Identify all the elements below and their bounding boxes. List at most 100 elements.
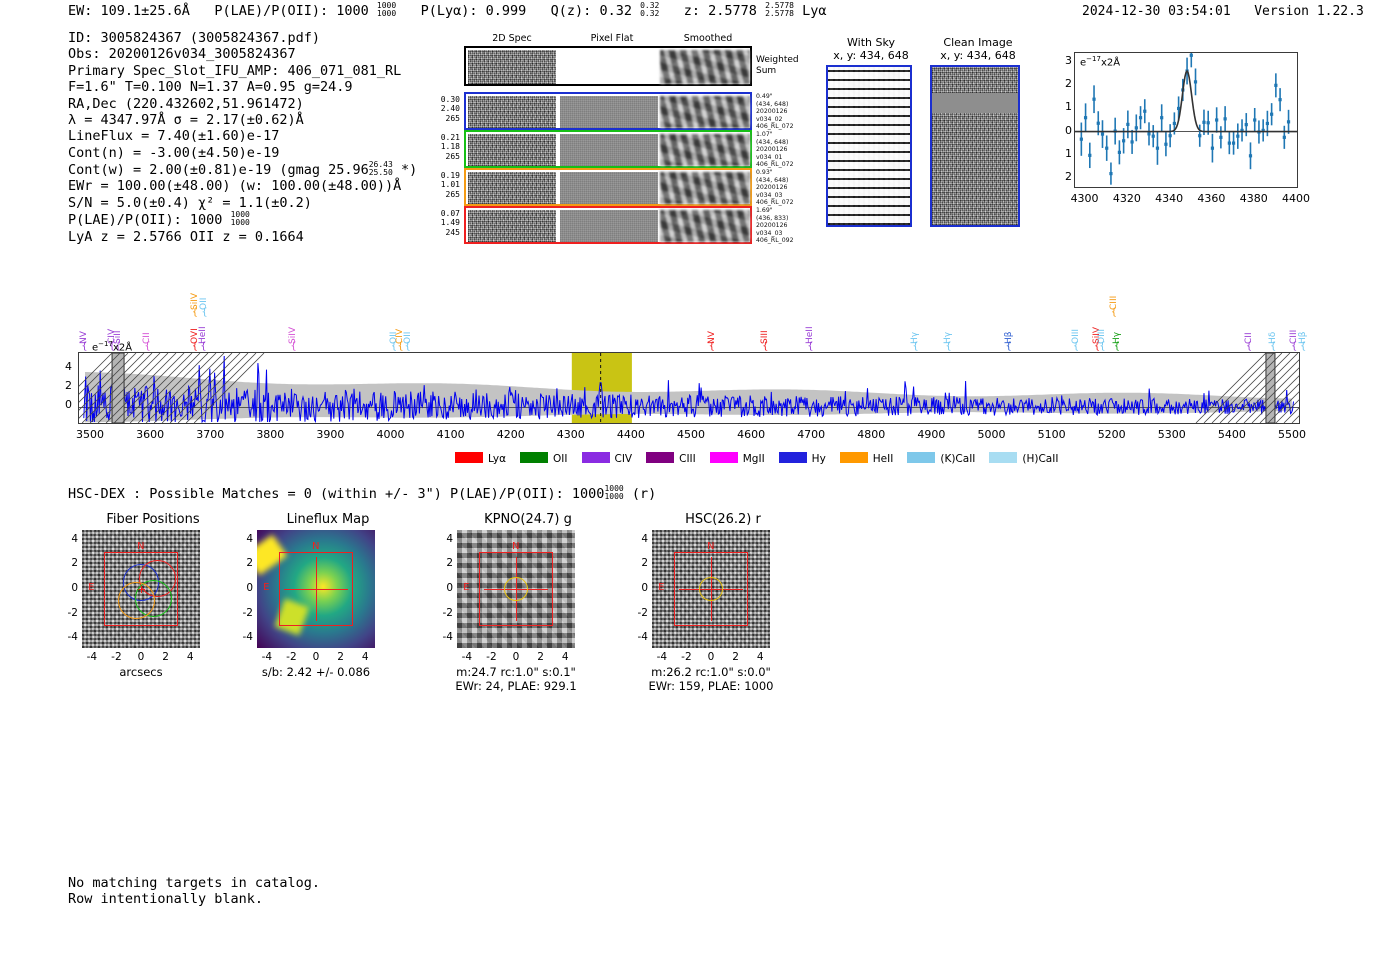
legend-item: Lyα bbox=[455, 452, 506, 465]
title-pixel-flat: Pixel Flat bbox=[590, 33, 634, 44]
legend-swatch bbox=[778, 452, 807, 463]
spectrum-xtick: 4100 bbox=[436, 428, 465, 441]
emission-line-bracket: { bbox=[404, 341, 411, 352]
spec2d-row-frame bbox=[464, 168, 752, 206]
info-obs: Obs: 20200126v034_3005824367 bbox=[68, 46, 296, 63]
line-profile-xtick: 4360 bbox=[1197, 192, 1226, 205]
emission-line-label: NV bbox=[706, 331, 717, 344]
legend-label: OII bbox=[553, 453, 568, 465]
header-qz-range: 0.32 0.32 bbox=[640, 1, 660, 18]
weighted-sum-2dspec bbox=[468, 50, 556, 84]
line-profile-svg bbox=[1075, 53, 1297, 185]
emission-line-bracket: { bbox=[945, 341, 952, 352]
with-sky-sub: x, y: 434, 648 bbox=[833, 49, 909, 62]
spec2d-row-frame bbox=[464, 206, 752, 244]
with-sky-title: With Sky bbox=[847, 36, 895, 49]
info-cont-w: Cont(w) = 2.00(±0.81)e-19 (gmag 25.9626.… bbox=[68, 160, 418, 179]
emission-line-bracket: { bbox=[1110, 307, 1118, 318]
legend-item: CIII bbox=[646, 452, 696, 465]
cutout-xtick: 4 bbox=[361, 651, 369, 663]
cutout-panel: HSC(26.2) r N E -4 -4 -2 -2 0 0 2 2 4 4 m:26.2 rc:1.0… bbox=[630, 512, 805, 732]
spec2d-row-meta: 0.93" (434, 648) 20200126 v034_03 406_RL_072 bbox=[756, 169, 794, 207]
cutout-panel: KPNO(24.7) g N E -4 -4 -2 -2 0 0 2 2 4 4 m:24.7 rc:1.… bbox=[435, 512, 610, 732]
cutout-xtick: 4 bbox=[756, 651, 764, 663]
emission-line-bracket: { bbox=[191, 341, 199, 352]
emission-line-bracket: { bbox=[108, 341, 116, 352]
info-id: ID: 3005824367 (3005824367.pdf) bbox=[68, 30, 320, 46]
spectrum-xtick: 4200 bbox=[496, 428, 525, 441]
spec2d-row-2dspec bbox=[468, 96, 556, 128]
north-label: N bbox=[707, 541, 715, 553]
clean-image-masked-band bbox=[932, 93, 1018, 113]
cutout-title: HSC(26.2) r bbox=[685, 512, 761, 527]
cutout-xtick: 2 bbox=[337, 651, 344, 663]
spectrum-xtick: 4300 bbox=[556, 428, 585, 441]
emission-line-bracket: { bbox=[1300, 341, 1307, 352]
aperture-circle bbox=[698, 576, 724, 602]
cutout-xtick: 4 bbox=[561, 651, 569, 663]
info-redshifts: LyA z = 2.5766 OII z = 0.1664 bbox=[68, 228, 304, 245]
crosshair-gap bbox=[307, 580, 325, 598]
cutout-ytick: 4 bbox=[446, 532, 453, 545]
spec2d-row: 0.19 1.01 265 0.93" (434, 648) 20200126 v034_0… bbox=[441, 168, 804, 207]
legend-swatch bbox=[907, 452, 936, 463]
legend-swatch bbox=[520, 452, 549, 463]
cutout-ytick: 2 bbox=[641, 557, 648, 570]
spec2d-row-2dspec bbox=[468, 172, 556, 204]
footer-line-2: Row intentionally blank. bbox=[68, 891, 264, 908]
east-label: E bbox=[263, 582, 270, 593]
cutout-caption-2: EWr: 24, PLAE: 929.1 bbox=[455, 679, 577, 693]
emission-line-label: HeII bbox=[805, 326, 816, 344]
legend-label: (K)CaII bbox=[940, 453, 976, 465]
clean-image-title: Clean Image bbox=[943, 36, 1013, 49]
line-profile-units: e−17x2Å bbox=[1080, 55, 1121, 69]
cutout-xtick: -4 bbox=[261, 651, 273, 663]
line-profile-ytick: 0 bbox=[1065, 123, 1072, 137]
clean-image-sub: x, y: 434, 648 bbox=[940, 49, 1016, 62]
spec2d-row-pixelflat bbox=[560, 172, 658, 204]
line-profile-plot: e−17x2Å 2 1 0 1 2 3 4300 4320 4340 4360 4380 4400 bbox=[1040, 52, 1310, 212]
cutout-panel: Lineflux Map N E -4 -4 -2 -2 0 0 2 2 4 4 s/b: 2.42 +/… bbox=[235, 512, 410, 732]
spectrum-xtick: 4800 bbox=[857, 428, 886, 441]
legend-label: CIII bbox=[679, 453, 696, 465]
emission-line-label: Hβ bbox=[1298, 331, 1308, 344]
emission-line-bracket: { bbox=[397, 341, 404, 352]
emission-line-label: OIII bbox=[1070, 328, 1081, 344]
header-z: z: 2.5778 bbox=[683, 2, 757, 19]
cutout-xtick: -2 bbox=[286, 651, 297, 663]
cutout-xtick: -4 bbox=[656, 651, 668, 663]
spec2d-row-2dspec bbox=[468, 134, 556, 166]
emission-line-label: Hγ bbox=[943, 331, 954, 344]
header-plya: P(Lyα): 0.999 bbox=[420, 2, 527, 19]
cutout-ytick: 0 bbox=[71, 582, 78, 594]
cutout-ytick: 4 bbox=[641, 532, 648, 545]
header-qz: Q(z): 0.32 bbox=[550, 2, 632, 19]
emission-line-bracket: { bbox=[390, 341, 398, 352]
spectrum-ytick: 4 bbox=[65, 359, 72, 373]
info-seeing: F=1.6" T=0.100 N=1.37 A=0.95 g=24.9 bbox=[68, 79, 353, 96]
legend-swatch bbox=[581, 452, 610, 463]
cutout-ytick: 4 bbox=[246, 532, 253, 545]
emission-line-bracket: { bbox=[912, 341, 919, 352]
info-plae: P(LAE)/P(OII): 1000 1000 1000 bbox=[68, 210, 250, 229]
cutout-xtick: -2 bbox=[111, 651, 122, 663]
header-z-suffix: Lyα bbox=[802, 2, 827, 19]
spectrum-xtick: 3800 bbox=[256, 428, 285, 441]
spec2d-row-values: 0.19 1.01 265 bbox=[440, 171, 460, 199]
emission-line-bracket: { bbox=[708, 341, 715, 352]
spectrum-xtick: 5200 bbox=[1097, 428, 1126, 441]
cutout-xtick: 2 bbox=[732, 651, 739, 663]
cutout-ytick: 2 bbox=[246, 557, 253, 570]
crosshair-vertical bbox=[316, 557, 318, 621]
cutout-ytick: 0 bbox=[641, 582, 648, 594]
emission-line-label: Hβ bbox=[1003, 331, 1014, 344]
catalog-plae-range: 1000 1000 bbox=[604, 484, 624, 501]
info-radec: RA,Dec (220.432602,51.961472) bbox=[68, 95, 304, 112]
spectrum-xtick: 3900 bbox=[316, 428, 345, 441]
cutout-ytick: -2 bbox=[242, 606, 253, 619]
legend-swatch bbox=[709, 452, 738, 463]
cutout-xtick: 4 bbox=[186, 651, 194, 663]
cutout-xtick: -4 bbox=[86, 651, 98, 663]
legend-swatch bbox=[646, 452, 675, 463]
cutout-panels: Fiber Positions N E -4 -4 -2 -2 0 0 2 2 4 4 arcsecs Li… bbox=[60, 512, 820, 732]
